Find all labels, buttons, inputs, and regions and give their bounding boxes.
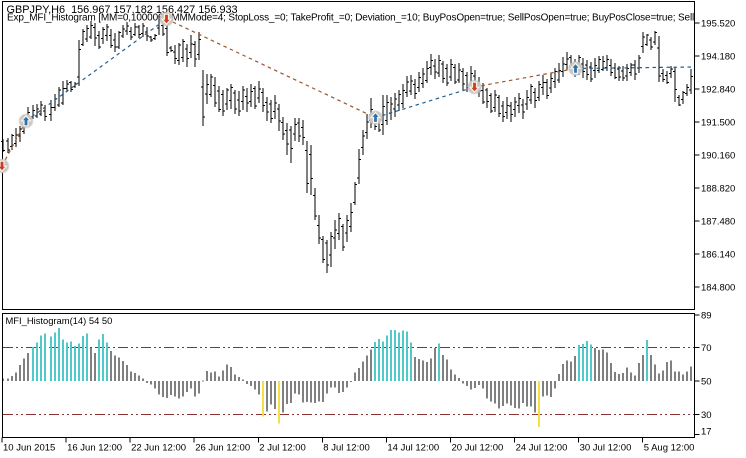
svg-text:191.500: 191.500 xyxy=(701,118,735,129)
svg-text:Exp_MFI_Histogram [MM=0,100000: Exp_MFI_Histogram [MM=0,100000; MMMode=4… xyxy=(7,13,746,24)
svg-text:89: 89 xyxy=(701,311,712,322)
svg-text:190.160: 190.160 xyxy=(701,151,735,162)
svg-text:14 Jul 12:00: 14 Jul 12:00 xyxy=(387,443,439,454)
svg-text:50: 50 xyxy=(701,377,712,388)
svg-text:MFI_Histogram(14) 54 50: MFI_Histogram(14) 54 50 xyxy=(6,315,113,326)
svg-text:20 Jul 12:00: 20 Jul 12:00 xyxy=(452,443,504,454)
svg-text:16 Jun 12:00: 16 Jun 12:00 xyxy=(67,443,122,454)
svg-text:187.480: 187.480 xyxy=(701,217,735,228)
svg-text:5 Aug 12:00: 5 Aug 12:00 xyxy=(644,443,695,454)
svg-text:192.840: 192.840 xyxy=(701,85,735,96)
svg-text:194.180: 194.180 xyxy=(701,52,735,63)
svg-text:8 Jul 12:00: 8 Jul 12:00 xyxy=(323,443,369,454)
svg-text:30 Jul 12:00: 30 Jul 12:00 xyxy=(580,443,632,454)
svg-text:17: 17 xyxy=(701,427,712,438)
svg-text:30: 30 xyxy=(701,410,712,421)
svg-text:195.520: 195.520 xyxy=(701,19,735,30)
svg-text:22 Jun 12:00: 22 Jun 12:00 xyxy=(131,443,186,454)
svg-text:26 Jun 12:00: 26 Jun 12:00 xyxy=(195,443,250,454)
svg-text:2 Jul 12:00: 2 Jul 12:00 xyxy=(259,443,305,454)
svg-text:10 Jun 2015: 10 Jun 2015 xyxy=(3,443,55,454)
svg-text:GBPJPY,H6 156.967 157.182 156: GBPJPY,H6 156.967 157.182 156.427 156.93… xyxy=(7,4,238,16)
svg-text:184.800: 184.800 xyxy=(701,283,735,294)
svg-text:186.140: 186.140 xyxy=(701,250,735,261)
svg-text:70: 70 xyxy=(701,343,712,354)
svg-text:188.820: 188.820 xyxy=(701,184,735,195)
svg-text:24 Jul 12:00: 24 Jul 12:00 xyxy=(516,443,568,454)
